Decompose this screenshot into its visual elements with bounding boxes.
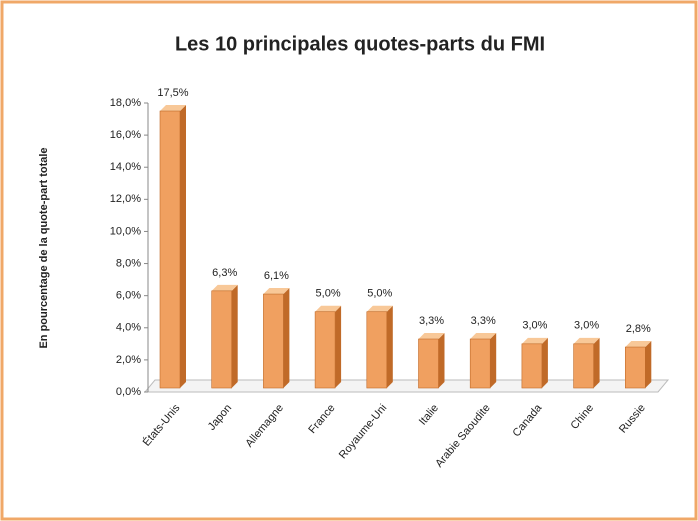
bar — [521, 337, 548, 389]
value-label: 6,3% — [212, 267, 237, 279]
bar-top — [160, 105, 186, 112]
bar-front — [521, 343, 543, 389]
bar — [366, 305, 393, 389]
bar-side — [438, 333, 445, 388]
bar-top — [470, 333, 497, 340]
bar-front — [366, 311, 388, 389]
value-label: 3,3% — [419, 315, 444, 327]
bar-front — [211, 290, 232, 389]
value-label: 3,0% — [574, 320, 599, 332]
bar-side — [180, 105, 186, 389]
bar — [573, 337, 600, 389]
y-tick-label: 8,0% — [116, 257, 141, 269]
bar-front — [159, 110, 181, 389]
bar-side — [283, 288, 290, 388]
bar-side — [231, 284, 238, 388]
bar-top — [521, 337, 548, 344]
bar-top — [315, 305, 342, 312]
bar-front — [469, 338, 491, 389]
bar — [624, 341, 652, 389]
y-tick-label: 14,0% — [110, 161, 141, 173]
bar-side — [541, 337, 548, 388]
y-tick-label: 0,0% — [116, 386, 141, 398]
bar-top — [263, 288, 290, 295]
bar — [211, 284, 238, 389]
bar-side — [593, 337, 600, 388]
value-label: 3,3% — [471, 315, 496, 327]
bar — [418, 333, 445, 389]
bar-front — [624, 346, 646, 389]
bar-side — [386, 305, 393, 388]
bar — [263, 288, 290, 389]
y-tick-label: 10,0% — [110, 225, 141, 237]
y-tick-label: 4,0% — [116, 322, 141, 334]
y-axis-label: En pourcentage de la quote-part totale — [38, 147, 50, 348]
bar-front — [573, 343, 594, 389]
chart-title: Les 10 principales quotes-parts du FMI — [175, 33, 545, 55]
value-label: 5,0% — [367, 288, 392, 300]
bar-top — [366, 305, 393, 312]
value-label: 6,1% — [264, 270, 289, 282]
bar-front — [314, 311, 336, 389]
y-tick-label: 16,0% — [110, 129, 141, 141]
bar-top — [418, 333, 445, 340]
bar-top — [211, 284, 238, 291]
bar — [469, 333, 497, 389]
bar-top — [625, 341, 652, 348]
bar-side — [335, 305, 342, 388]
bar-front — [263, 293, 284, 389]
y-tick-label: 2,0% — [116, 354, 141, 366]
bar-side — [645, 341, 652, 388]
value-label: 2,8% — [626, 323, 651, 335]
bar-side — [490, 333, 497, 388]
bar-front — [418, 338, 439, 389]
y-tick-label: 6,0% — [116, 290, 141, 302]
bar-top — [573, 337, 600, 344]
bar — [159, 105, 186, 389]
bar — [314, 305, 342, 389]
value-label: 5,0% — [316, 288, 341, 300]
value-label: 17,5% — [157, 87, 188, 99]
y-tick-label: 18,0% — [110, 97, 141, 109]
value-label: 3,0% — [522, 320, 547, 332]
y-tick-label: 12,0% — [110, 193, 141, 205]
